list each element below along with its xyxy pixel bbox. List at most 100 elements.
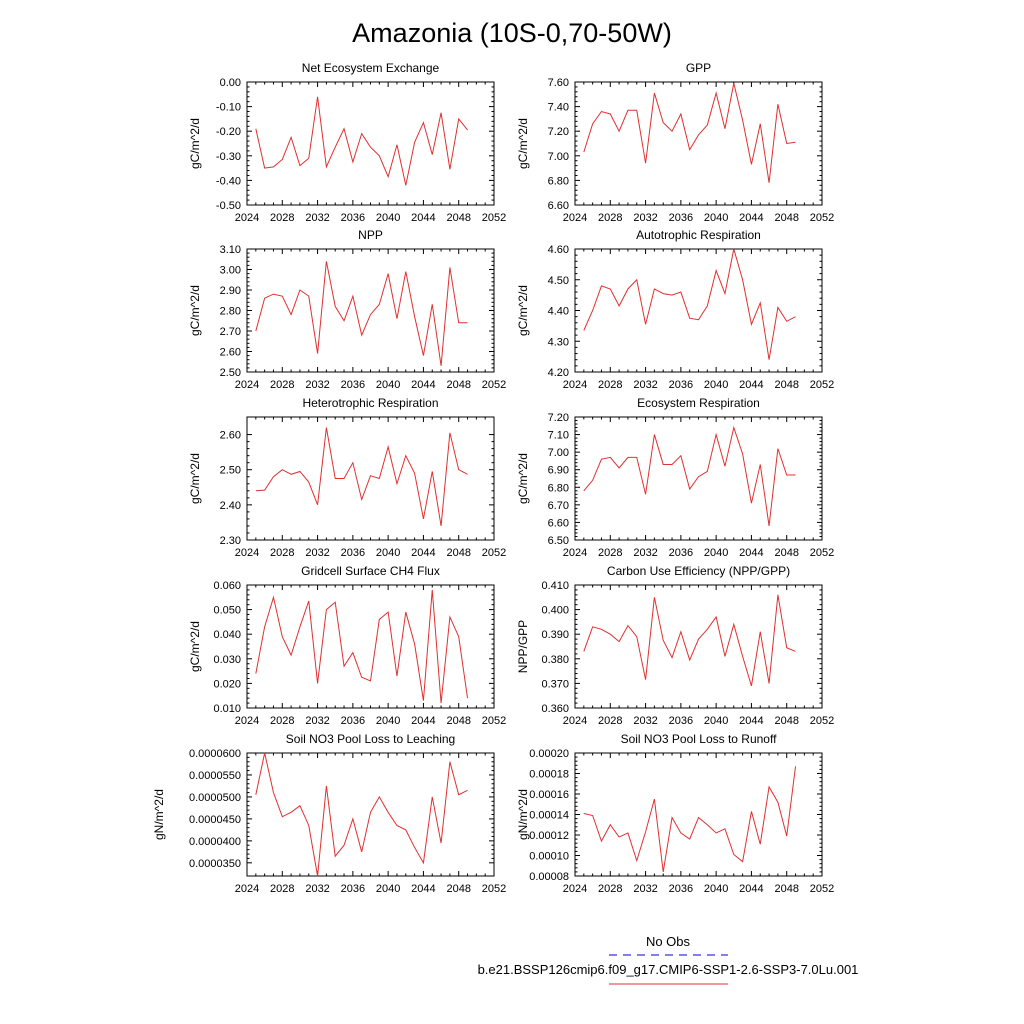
y-tick-label: 0.0000550 bbox=[189, 770, 241, 782]
x-tick-label: 2048 bbox=[446, 379, 470, 391]
x-tick-label: 2036 bbox=[341, 379, 365, 391]
y-tick-label: 3.10 bbox=[220, 244, 241, 256]
legend-label-model: b.e21.BSSP126cmip6.f09_g17.CMIP6-SSP1-2.… bbox=[478, 962, 859, 977]
y-tick-label: 4.60 bbox=[548, 244, 569, 256]
y-tick-label: 0.00008 bbox=[529, 871, 569, 883]
series-line bbox=[583, 594, 796, 687]
x-tick-label: 2032 bbox=[305, 547, 329, 559]
series-line bbox=[255, 589, 469, 704]
x-tick-label: 2052 bbox=[810, 883, 834, 895]
x-tick-label: 2040 bbox=[704, 547, 728, 559]
y-tick-label: 2.50 bbox=[220, 367, 241, 379]
y-tick-label: 0.370 bbox=[541, 678, 569, 690]
x-tick-label: 2044 bbox=[739, 883, 763, 895]
x-tick-label: 2024 bbox=[235, 547, 259, 559]
x-tick-label: 2040 bbox=[704, 883, 728, 895]
panel-4: Heterotrophic Respiration 2024 2028 2032 203… bbox=[188, 396, 506, 559]
panel-9: Soil NO3 Pool Loss to Runoff 2024 2028 2032… bbox=[516, 732, 834, 895]
y-tick-label: -0.10 bbox=[216, 102, 241, 114]
y-tick-label: 7.20 bbox=[548, 412, 569, 424]
y-tick-label: -0.40 bbox=[216, 175, 241, 187]
y-tick-label: 3.00 bbox=[220, 265, 241, 277]
y-tick-label: 7.00 bbox=[548, 447, 569, 459]
y-tick-label: 0.0000400 bbox=[189, 836, 241, 848]
y-axis-label: gC/m^2/d bbox=[188, 285, 202, 336]
x-tick-label: 2052 bbox=[810, 715, 834, 727]
x-tick-label: 2048 bbox=[774, 547, 798, 559]
plot-frame bbox=[574, 752, 823, 877]
x-tick-label: 2036 bbox=[341, 715, 365, 727]
plot-frame bbox=[246, 584, 495, 709]
y-axis-label: gC/m^2/d bbox=[516, 453, 530, 504]
y-tick-label: 4.30 bbox=[548, 336, 569, 348]
panel-title: Autotrophic Respiration bbox=[636, 228, 761, 242]
x-tick-label: 2040 bbox=[704, 379, 728, 391]
x-tick-label: 2040 bbox=[376, 212, 400, 224]
x-tick-label: 2024 bbox=[235, 883, 259, 895]
panel-title: Heterotrophic Respiration bbox=[302, 396, 438, 410]
x-tick-label: 2040 bbox=[704, 212, 728, 224]
x-tick-label: 2036 bbox=[669, 379, 693, 391]
panel-title: Gridcell Surface CH4 Flux bbox=[301, 564, 440, 578]
series-line bbox=[255, 752, 468, 877]
x-tick-label: 2024 bbox=[235, 379, 259, 391]
x-tick-label: 2052 bbox=[482, 715, 506, 727]
plot-frame bbox=[246, 81, 495, 206]
x-tick-label: 2032 bbox=[633, 715, 657, 727]
x-tick-label: 2044 bbox=[411, 379, 435, 391]
y-tick-label: 6.60 bbox=[548, 517, 569, 529]
y-tick-label: 0.0000450 bbox=[189, 814, 241, 826]
series-line bbox=[255, 261, 468, 366]
x-tick-label: 2028 bbox=[270, 715, 294, 727]
y-tick-label: 7.20 bbox=[548, 126, 569, 138]
y-axis-label: gC/m^2/d bbox=[516, 285, 530, 336]
y-tick-label: 0.00018 bbox=[529, 769, 569, 781]
plot-frame bbox=[574, 248, 823, 373]
x-tick-label: 2048 bbox=[446, 212, 470, 224]
y-tick-label: 0.00014 bbox=[529, 810, 569, 822]
x-tick-label: 2044 bbox=[411, 547, 435, 559]
panel-title: Soil NO3 Pool Loss to Leaching bbox=[286, 732, 455, 746]
x-tick-label: 2024 bbox=[235, 715, 259, 727]
x-tick-label: 2040 bbox=[376, 883, 400, 895]
y-tick-label: 2.40 bbox=[220, 500, 241, 512]
panel-8: Soil NO3 Pool Loss to Leaching 2024 2028 20… bbox=[152, 732, 506, 895]
y-tick-label: 0.020 bbox=[213, 678, 241, 690]
y-axis-label: gC/m^2/d bbox=[188, 118, 202, 169]
figure-title: Amazonia (10S-0,70-50W) bbox=[352, 18, 672, 48]
x-tick-label: 2028 bbox=[598, 715, 622, 727]
y-tick-label: 6.80 bbox=[548, 482, 569, 494]
panel-0: Net Ecosystem Exchange 2024 2028 2032 2036 20… bbox=[188, 61, 506, 224]
y-tick-label: 0.00016 bbox=[529, 789, 569, 801]
x-tick-label: 2052 bbox=[810, 212, 834, 224]
x-tick-label: 2028 bbox=[270, 883, 294, 895]
x-tick-label: 2032 bbox=[633, 379, 657, 391]
y-tick-label: 6.60 bbox=[548, 200, 569, 212]
x-tick-label: 2036 bbox=[341, 212, 365, 224]
x-tick-label: 2028 bbox=[270, 379, 294, 391]
y-tick-label: 0.00020 bbox=[529, 748, 569, 760]
legend-label-no-obs: No Obs bbox=[646, 934, 691, 949]
y-tick-label: 2.60 bbox=[220, 347, 241, 359]
x-tick-label: 2036 bbox=[669, 212, 693, 224]
x-tick-label: 2032 bbox=[305, 883, 329, 895]
x-tick-label: 2052 bbox=[482, 547, 506, 559]
plot-frame bbox=[246, 416, 495, 541]
y-axis-label: gC/m^2/d bbox=[188, 621, 202, 672]
x-tick-label: 2048 bbox=[446, 715, 470, 727]
series-line bbox=[583, 425, 796, 527]
x-tick-label: 2048 bbox=[774, 715, 798, 727]
x-tick-label: 2032 bbox=[633, 547, 657, 559]
x-tick-label: 2052 bbox=[810, 547, 834, 559]
x-tick-label: 2044 bbox=[411, 715, 435, 727]
y-tick-label: -0.50 bbox=[216, 200, 241, 212]
x-tick-label: 2040 bbox=[376, 715, 400, 727]
y-tick-label: -0.20 bbox=[216, 126, 241, 138]
x-tick-label: 2028 bbox=[598, 883, 622, 895]
x-tick-label: 2036 bbox=[669, 883, 693, 895]
x-tick-label: 2044 bbox=[739, 547, 763, 559]
x-tick-label: 2052 bbox=[810, 379, 834, 391]
x-tick-label: 2028 bbox=[598, 379, 622, 391]
y-tick-label: 0.0000350 bbox=[189, 858, 241, 870]
